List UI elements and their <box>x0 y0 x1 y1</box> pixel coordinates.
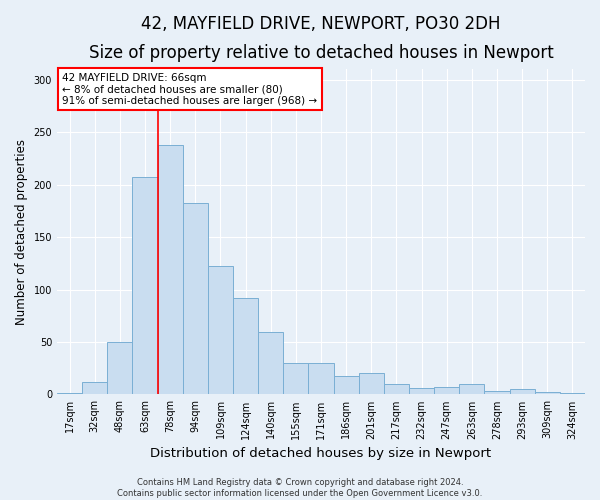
Text: 42 MAYFIELD DRIVE: 66sqm
← 8% of detached houses are smaller (80)
91% of semi-de: 42 MAYFIELD DRIVE: 66sqm ← 8% of detache… <box>62 72 317 106</box>
Bar <box>384 384 409 394</box>
Bar <box>233 298 258 394</box>
Bar <box>82 382 107 394</box>
Bar <box>158 145 183 394</box>
Bar <box>434 387 459 394</box>
Bar <box>308 363 334 394</box>
Bar <box>208 266 233 394</box>
Text: Contains HM Land Registry data © Crown copyright and database right 2024.
Contai: Contains HM Land Registry data © Crown c… <box>118 478 482 498</box>
Bar <box>334 376 359 394</box>
Bar <box>535 392 560 394</box>
Bar <box>509 389 535 394</box>
Bar <box>459 384 484 394</box>
Bar <box>409 388 434 394</box>
Bar <box>107 342 133 394</box>
Bar <box>283 363 308 394</box>
Bar <box>133 178 158 394</box>
X-axis label: Distribution of detached houses by size in Newport: Distribution of detached houses by size … <box>151 447 491 460</box>
Bar <box>359 374 384 394</box>
Bar <box>183 202 208 394</box>
Title: 42, MAYFIELD DRIVE, NEWPORT, PO30 2DH
Size of property relative to detached hous: 42, MAYFIELD DRIVE, NEWPORT, PO30 2DH Si… <box>89 15 553 62</box>
Bar <box>484 392 509 394</box>
Y-axis label: Number of detached properties: Number of detached properties <box>15 139 28 325</box>
Bar <box>258 332 283 394</box>
